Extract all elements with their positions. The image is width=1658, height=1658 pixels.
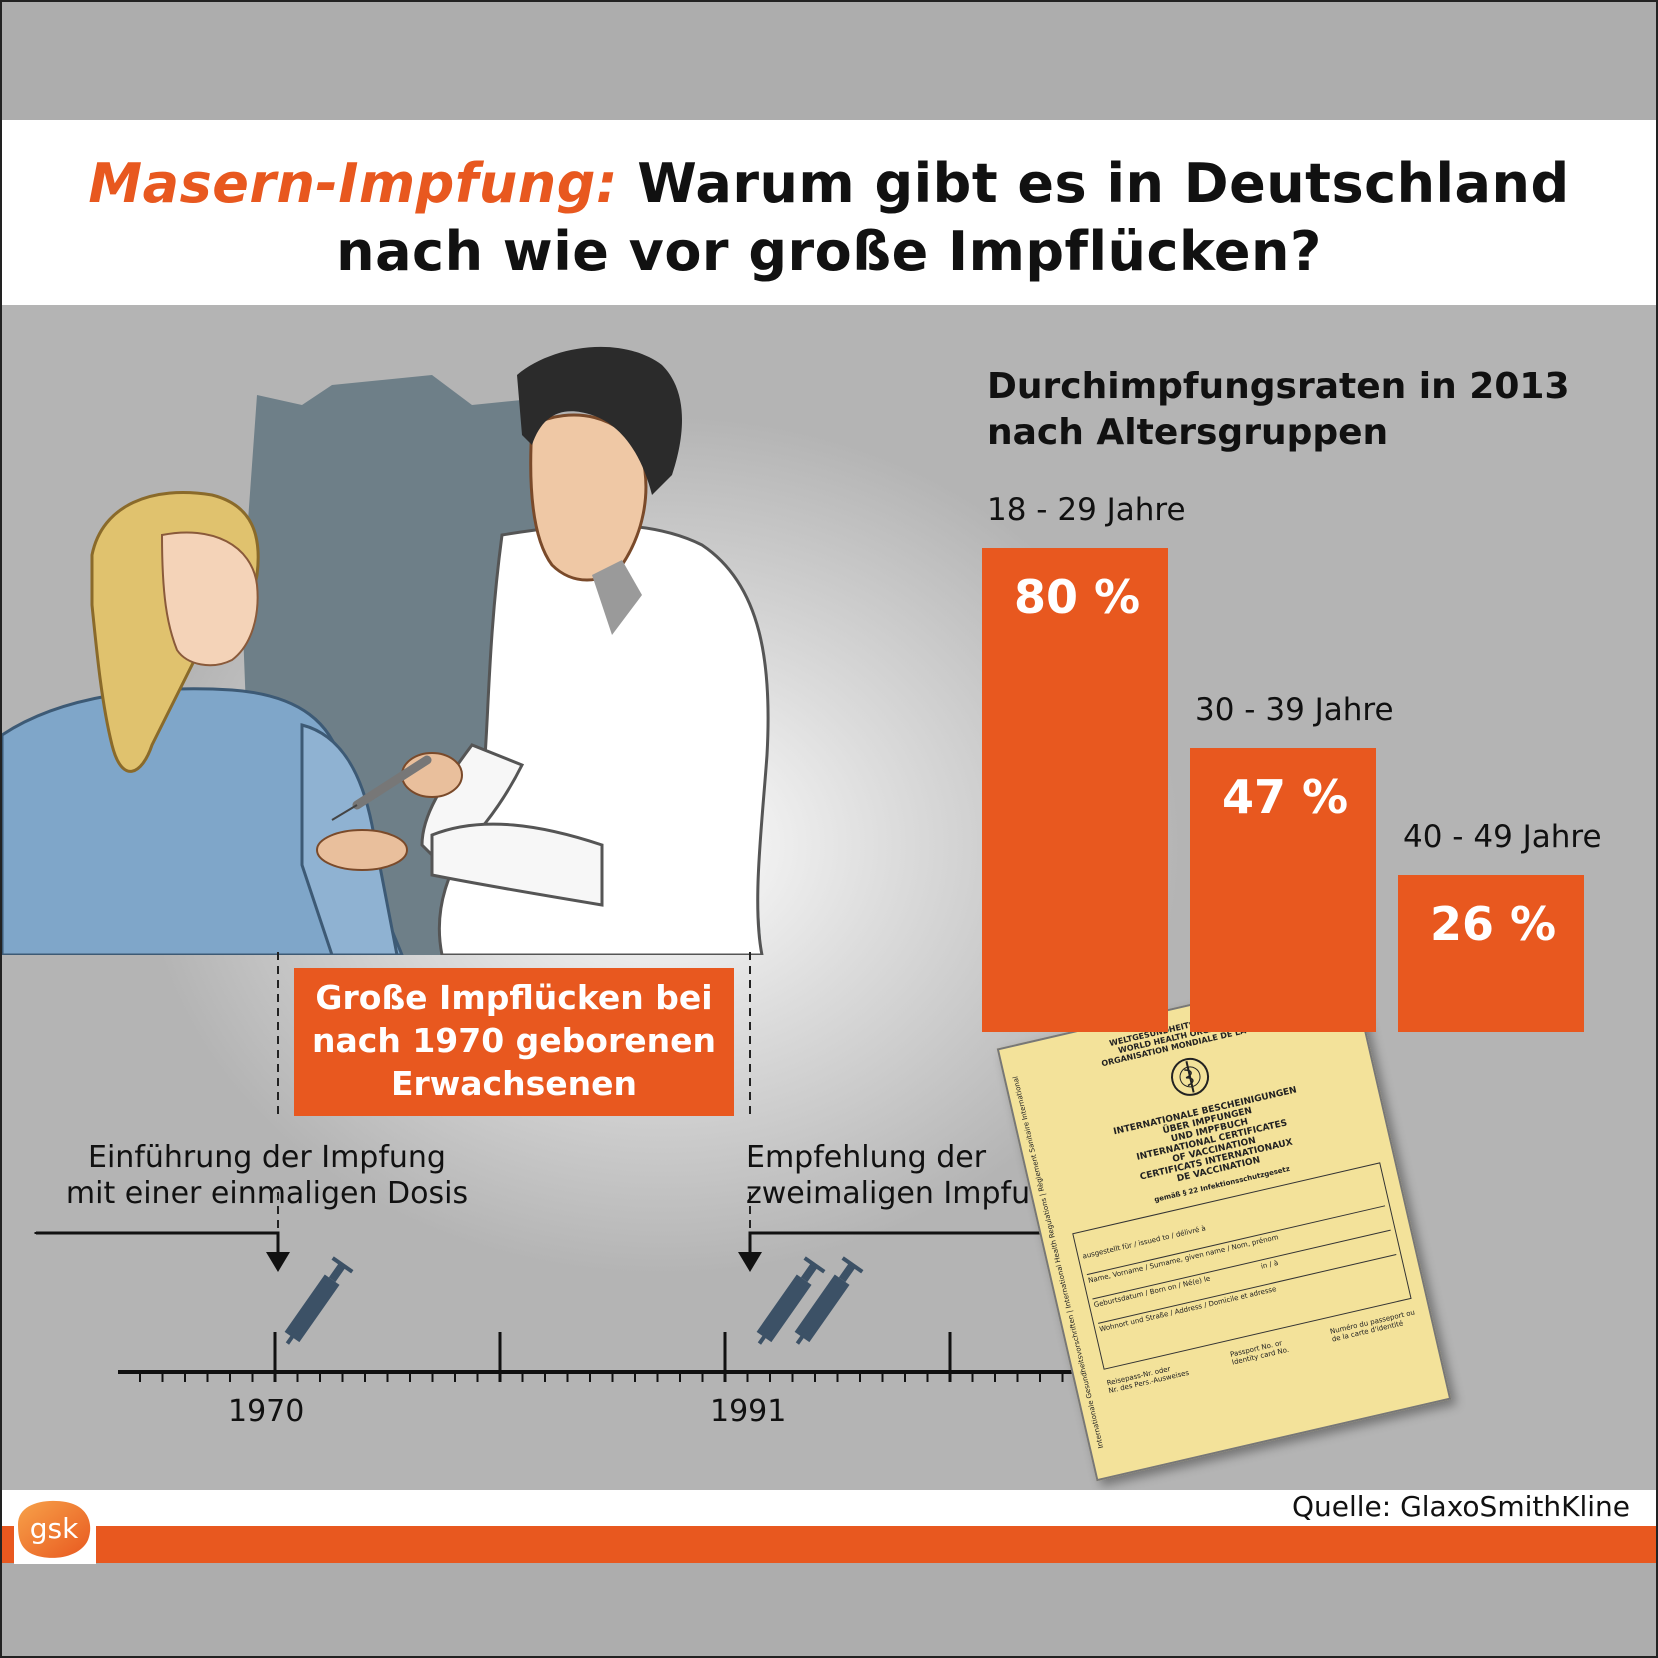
callout-box: Große Impflücken bei nach 1970 geborenen… xyxy=(294,968,734,1116)
page-title-line-2: nach wie vor große Impflücken? xyxy=(336,220,1322,283)
title-bar: Masern-Impfung: Warum gibt es in Deutsch… xyxy=(2,120,1656,305)
arrow-1991 xyxy=(748,1231,1046,1254)
category-label-1: 18 - 29 Jahre xyxy=(987,492,1186,528)
syringe-icon-1991-b xyxy=(794,1256,864,1345)
footer-accent-bar xyxy=(2,1526,1656,1563)
chart-subtitle: nach Altersgruppen xyxy=(987,412,1389,453)
footer-strip xyxy=(2,1490,1656,1526)
callout-line-1: Große Impflücken bei xyxy=(315,978,713,1017)
syringe-icon-1991-a xyxy=(756,1256,826,1345)
nurse-hand-arm xyxy=(316,829,408,871)
nurse-hair xyxy=(517,346,682,495)
source-note: Quelle: GlaxoSmithKline xyxy=(1291,1490,1630,1523)
chart-title: Durchimpfungsraten in 2013 nach Altersgr… xyxy=(987,364,1570,456)
gsk-logo: gsk xyxy=(14,1494,96,1564)
bar-2 xyxy=(1190,747,1376,1032)
timeline xyxy=(34,952,1432,1372)
syringe-icon xyxy=(352,755,432,810)
top-band xyxy=(2,2,1656,120)
category-label-3: 40 - 49 Jahre xyxy=(1403,818,1602,855)
patient-face xyxy=(160,531,259,667)
gsk-logo-icon: gsk xyxy=(18,1500,91,1558)
nurse-collar xyxy=(592,560,642,635)
event-1991-line-2: zweimaligen Impfung xyxy=(746,1176,1069,1211)
vaccination-illustration xyxy=(2,346,770,955)
event-1991-line-1: Empfehlung der xyxy=(746,1140,987,1175)
who-emblem-icon xyxy=(1171,1057,1210,1096)
syringe-icon-1970 xyxy=(284,1256,354,1345)
arrow-1970 xyxy=(34,1231,280,1254)
title-accent: Masern-Impfung: xyxy=(88,152,618,215)
footer-band xyxy=(2,1563,1656,1656)
bar-3 xyxy=(1398,874,1584,1032)
year-label-1970: 1970 xyxy=(228,1394,305,1429)
callout-line-3: Erwachsenen xyxy=(390,1064,638,1103)
title-rest: Warum gibt es in Deutschland xyxy=(637,152,1570,215)
bar-value-label-3: 26 % xyxy=(1430,896,1557,951)
event-1970-line-2: mit einer einmaligen Dosis xyxy=(65,1176,469,1211)
event-1970-label: Einführung der Impfung mit einer einmali… xyxy=(42,1140,492,1212)
category-label-2: 30 - 39 Jahre xyxy=(1195,691,1394,728)
vaccination-certificate: Internationale Gesundheitsvorschriften |… xyxy=(996,966,1452,1482)
event-1970-line-1: Einführung der Impfung xyxy=(88,1140,446,1175)
bar-value-label-2: 47 % xyxy=(1222,769,1349,824)
chart-title-line-1: Durchimpfungsraten in 2013 xyxy=(987,366,1570,407)
event-1991-label: Empfehlung der zweimaligen Impfung xyxy=(746,1140,1068,1212)
bar-1 xyxy=(982,548,1168,1032)
callout-line-2: nach 1970 geborenen xyxy=(312,1021,716,1060)
certificate-field-place: in / à xyxy=(1260,1258,1279,1271)
nurse-lower-arm xyxy=(430,822,604,907)
page-title-line-1: Masern-Impfung: Warum gibt es in Deutsch… xyxy=(2,120,1656,218)
year-label-1991: 1991 xyxy=(710,1394,787,1429)
gsk-logo-text: gsk xyxy=(30,1512,79,1545)
bar-value-label-1: 80 % xyxy=(1014,570,1141,624)
